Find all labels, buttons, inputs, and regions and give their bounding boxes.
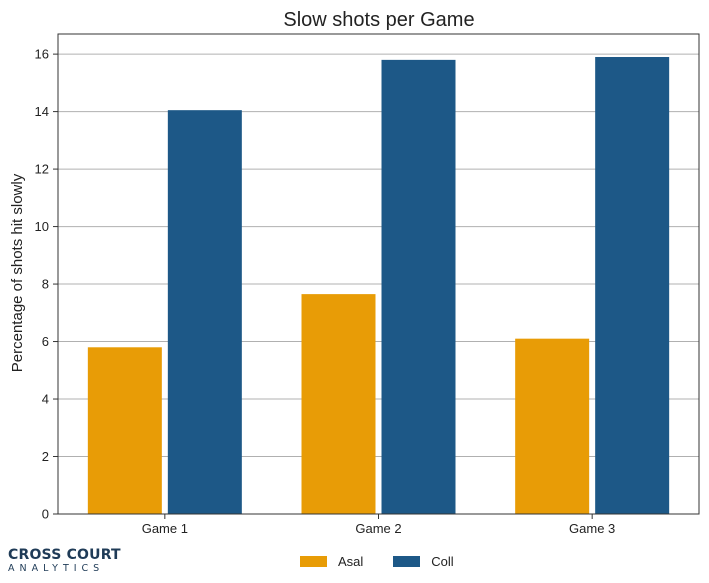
y-tick-label: 4: [42, 392, 49, 407]
legend-swatch: [300, 555, 327, 567]
y-tick-label: 14: [35, 104, 49, 119]
bar-coll-game-3: [595, 56, 670, 514]
bar-asal-game-3: [515, 338, 590, 514]
x-tick-label: Game 2: [355, 521, 401, 536]
bar-coll-game-2: [381, 59, 456, 515]
grid-lines: [58, 53, 699, 458]
legend-swatch: [393, 555, 421, 567]
chart-title: Slow shots per Game: [283, 9, 474, 31]
y-tick-label: 10: [35, 219, 49, 234]
cross-court-analytics-logo: CROSS COURT ANALYTICS: [8, 547, 128, 577]
y-tick-label: 8: [42, 277, 49, 292]
legend-label: Coll: [431, 553, 454, 569]
logo-text-secondary: ANALYTICS: [8, 563, 105, 574]
legend-item-coll: Coll: [393, 553, 454, 569]
logo-text-primary: CROSS COURT: [8, 547, 121, 563]
y-tick-label: 12: [35, 162, 49, 177]
bar-asal-game-1: [87, 347, 162, 514]
x-tick-label: Game 3: [569, 521, 615, 536]
legend: Asal Coll: [300, 553, 484, 569]
legend-label: Asal: [338, 553, 364, 569]
y-tick-label: 6: [42, 334, 49, 349]
bar-coll-game-1: [167, 110, 242, 514]
x-tick-label: Game 1: [142, 521, 188, 536]
y-tick-label: 16: [35, 47, 49, 62]
legend-item-asal: Asal: [300, 554, 363, 569]
y-tick-label: 2: [42, 449, 49, 464]
y-axis-label: Percentage of shots hit slowly: [9, 173, 26, 372]
bars: [87, 56, 670, 515]
axes: 0 2 4 6 8 10 12 14 16 Game 1 Game 2 Game 3: [35, 33, 700, 536]
y-tick-label: 0: [42, 507, 49, 522]
bar-asal-game-2: [301, 294, 376, 514]
